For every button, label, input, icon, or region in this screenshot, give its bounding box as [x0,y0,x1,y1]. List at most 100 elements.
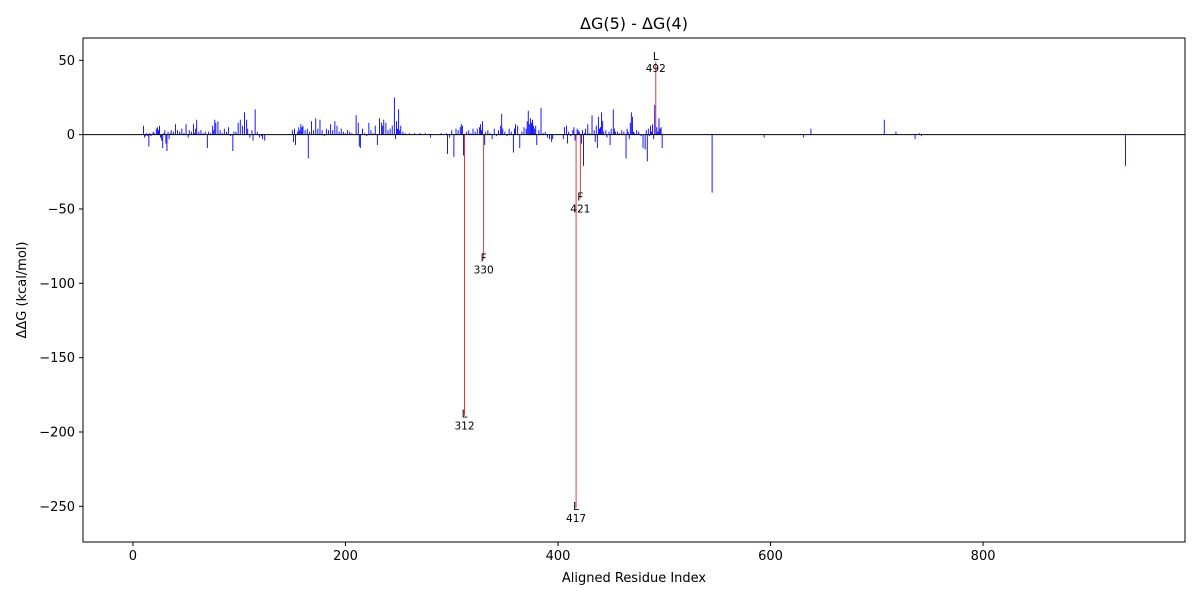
bar-498 [661,134,663,149]
bar-55 [190,131,192,135]
bar-380 [536,134,538,146]
bar-86 [223,128,225,135]
bar-57 [193,124,194,135]
bar-13 [146,133,148,135]
x-axis: 0 200 400 600 800 [129,542,996,564]
x-tick-label-0: 0 [129,549,137,564]
bar-202 [347,130,349,135]
bar-408 [566,125,567,135]
bar-494 [657,131,659,135]
bar-190 [334,121,336,135]
bar-375 [531,122,532,135]
bar-316 [468,130,470,135]
bar-108 [247,128,249,135]
bar-318 [470,133,472,135]
bar-78 [215,122,217,135]
bar-75 [212,125,214,135]
bar-465 [626,128,628,135]
bar-336 [489,133,491,135]
bar-388 [544,131,546,135]
bar-156 [298,127,300,135]
bar-101 [239,119,241,135]
bar-168 [311,121,312,135]
bar-119 [258,134,260,138]
bar-487 [650,125,651,135]
bar-476 [638,131,640,135]
bar-493 [656,127,658,135]
bar-23 [156,127,158,135]
bar-232 [379,118,380,135]
bar-453 [613,128,615,135]
x-tick-label-400: 400 [546,549,571,564]
bar-290 [440,133,442,135]
bar-46 [181,128,183,135]
bar-421 [579,134,581,199]
bar-362 [517,125,519,135]
bar-213 [358,134,360,147]
bar-330 [483,134,485,260]
bar-718 [895,131,897,135]
bar-10 [143,125,145,135]
bar-422 [580,134,582,144]
bar-58 [194,133,196,135]
bar-162 [304,130,306,135]
bar-82 [219,130,221,135]
bar-405 [562,134,564,140]
bar-92 [230,134,232,137]
bar-490 [653,134,655,140]
bar-306 [457,130,459,135]
bar-12 [145,134,147,137]
bar-360 [515,124,516,135]
bar-158 [300,124,302,135]
y-tick-label-50: 50 [58,54,75,69]
bar-340 [493,128,495,135]
bar-324 [476,128,478,135]
bar-105 [244,112,245,135]
bar-80 [217,121,219,135]
bar-170 [313,130,315,135]
y-tick-label-0: 0 [67,128,75,143]
bar-151 [292,134,294,143]
bar-545 [711,134,713,193]
bar-445 [605,130,607,135]
bar-34 [168,134,170,140]
bar-29 [163,133,165,135]
bar-198 [342,131,344,135]
bar-420 [578,131,580,135]
y-tick-label--50: −50 [48,202,75,217]
bar-11 [144,134,146,138]
bar-256 [404,133,406,135]
bar-265 [414,133,416,135]
bar-492 [655,61,657,135]
bar-19 [152,131,154,135]
bar-244 [391,125,393,135]
bar-172 [315,118,317,135]
bar-440 [600,127,601,135]
bar-124 [264,134,266,141]
annotation-residue-330: F [481,253,487,265]
bar-35 [169,133,171,135]
bar-382 [538,130,540,135]
bar-386 [542,133,544,135]
bar-410 [568,131,570,135]
bar-218 [364,133,366,135]
bar-113 [252,134,254,141]
bar-426 [585,128,587,135]
bar-42 [177,130,179,135]
bar-377 [533,125,535,135]
bar-395 [552,134,554,140]
bar-298 [449,134,451,138]
bar-28 [162,134,164,149]
bar-430 [589,133,591,135]
bar-99 [237,122,239,135]
bar-350 [504,131,506,135]
bar-394 [551,134,553,143]
bar-68 [204,131,206,135]
bar-480 [642,134,644,149]
bar-164 [306,128,308,135]
bar-384 [540,107,542,135]
bar-122 [262,134,264,140]
bar-496 [659,128,661,135]
bar-379 [535,125,537,135]
bar-16 [149,133,151,135]
